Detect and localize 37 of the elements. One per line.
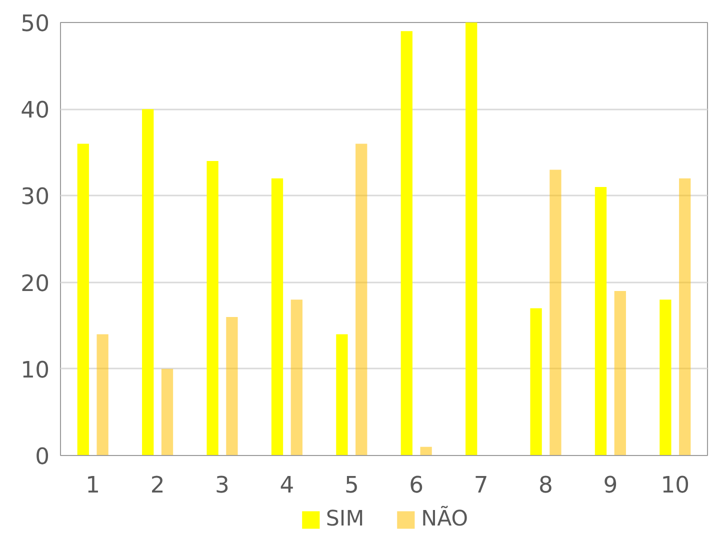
bar (594, 187, 607, 456)
bar (336, 334, 348, 456)
y-tick-label: 20 (20, 270, 50, 297)
bar (400, 31, 412, 456)
bar (206, 161, 218, 456)
y-tick-label: 40 (20, 98, 50, 124)
bar (96, 334, 108, 456)
y-tick-label: 0 (35, 444, 50, 470)
x-tick-label: 6 (409, 472, 424, 498)
x-tick-label: 4 (280, 472, 294, 498)
bar (290, 300, 302, 456)
x-tick-label: 2 (150, 472, 165, 498)
x-tick-label: 10 (660, 472, 690, 498)
x-tick-label: 1 (86, 472, 100, 498)
x-tick-label: 9 (603, 472, 618, 498)
bar (77, 144, 89, 456)
legend-label: SIM (326, 506, 364, 532)
y-tick-label: 10 (20, 357, 50, 384)
bar (660, 300, 672, 456)
bar (161, 368, 174, 456)
y-tick-label: 30 (20, 184, 50, 210)
bar (550, 170, 562, 456)
bar (356, 144, 368, 456)
bar (271, 178, 284, 456)
legend-label: NÃO (421, 506, 468, 532)
bar (142, 109, 154, 456)
bar (679, 178, 691, 456)
x-tick-label: 5 (344, 472, 359, 498)
bar (420, 446, 432, 456)
x-tick-label: 7 (474, 472, 488, 498)
bar (530, 308, 542, 456)
bar (614, 290, 626, 456)
x-tick-label: 3 (215, 472, 230, 498)
bar (466, 22, 478, 456)
bar (226, 316, 238, 456)
x-tick-label: 8 (538, 472, 553, 498)
y-tick-label: 50 (20, 11, 50, 37)
